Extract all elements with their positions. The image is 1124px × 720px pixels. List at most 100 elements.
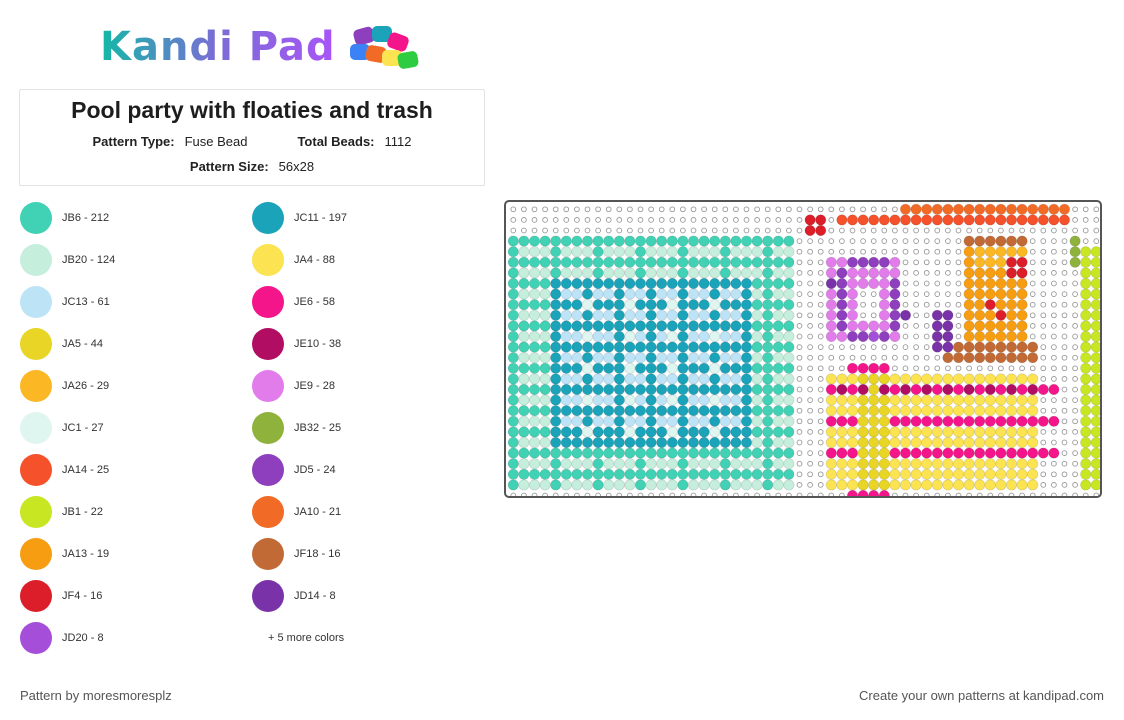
empty-peg [807,280,813,287]
bead [656,246,668,258]
bead [645,394,657,406]
bead [1016,309,1028,321]
color-swatch [20,328,52,360]
bead [1090,362,1100,374]
bead [528,352,541,364]
bead [719,405,731,417]
bead [560,362,572,374]
bead [687,277,700,290]
bead [592,394,604,406]
empty-peg [1029,333,1036,340]
empty-peg [1029,492,1036,496]
bead [603,394,615,406]
empty-peg [1072,323,1078,329]
empty-peg [1061,482,1068,488]
bead [687,352,700,364]
empty-peg [955,492,962,496]
kandipad-logo[interactable]: Kandi Pad [100,24,420,70]
bead [963,352,975,364]
pattern-author[interactable]: Pattern by moresmoresplz [20,688,172,703]
bead [995,214,1007,226]
bead [709,426,721,438]
bead [1090,415,1100,427]
empty-peg [754,217,760,223]
bead [857,426,869,438]
bead [528,436,541,449]
kandipad-promo-link[interactable]: Create your own patterns at kandipad.com [859,688,1104,703]
empty-peg [923,333,930,340]
bead [815,214,827,226]
bead [1005,214,1018,226]
bead [1005,447,1018,459]
bead [1016,267,1028,279]
empty-peg [817,344,824,350]
bead [656,320,668,332]
bead [730,309,742,321]
bead [762,235,774,247]
bead [550,256,562,268]
bead [974,288,986,300]
bead [1016,277,1028,290]
bead [698,426,710,438]
bead [507,394,519,406]
bead [666,468,678,480]
empty-peg [817,397,824,403]
color-swatch [252,328,284,360]
bead [921,405,933,417]
empty-peg [870,238,877,244]
bead [868,267,880,279]
bead [878,320,890,332]
empty-peg [881,354,888,361]
bead [889,426,901,438]
bead [825,373,837,385]
bead [687,394,700,406]
bead [624,352,636,364]
empty-peg [542,492,548,496]
bead [1005,479,1018,491]
bead [868,458,880,470]
bead [677,405,689,417]
color-label: JA14 - 25 [62,464,110,476]
bead [634,373,647,385]
bead [1037,383,1049,396]
empty-peg [913,492,919,496]
bead [687,479,700,491]
bead [1005,203,1018,215]
bead [518,436,530,449]
bead [687,383,700,396]
empty-peg [658,492,665,496]
bead [836,405,848,417]
empty-peg [955,323,962,329]
bead [846,373,859,385]
bead [878,362,890,374]
bead [1027,468,1039,480]
bead [1069,246,1081,258]
empty-peg [955,248,962,255]
bead [719,352,731,364]
bead [603,256,615,268]
bead [603,479,615,491]
empty-peg [775,206,782,213]
empty-peg [1061,418,1068,425]
bead [666,415,678,427]
empty-peg [902,301,909,308]
bead [995,309,1007,321]
bead [539,277,551,290]
bead [603,320,615,332]
more-colors-link[interactable]: + 5 more colors [268,632,345,644]
empty-peg [902,354,909,361]
bead [995,277,1007,290]
bead [709,415,721,427]
empty-peg [1040,376,1047,382]
bead [751,362,763,374]
empty-peg [510,217,517,223]
bead [687,436,700,449]
empty-peg [923,280,930,287]
empty-peg [976,227,983,234]
bead [677,299,689,311]
empty-peg [1019,492,1025,496]
bead [995,373,1007,385]
bead [507,362,519,374]
bead [942,447,954,459]
empty-peg [807,238,813,244]
